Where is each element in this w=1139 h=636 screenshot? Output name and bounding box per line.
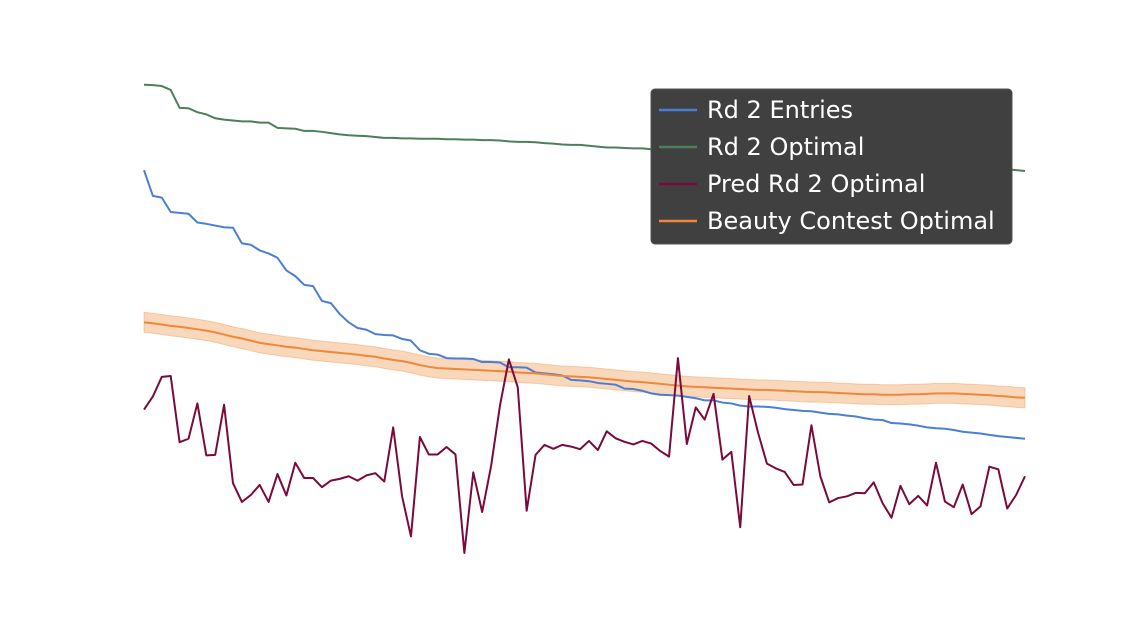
- legend-box: [650, 88, 1013, 245]
- series-line-pred-rd-2-optimal: [143, 357, 1026, 554]
- series-line-rd-2-entries: [143, 169, 1026, 440]
- series-line-beauty-contest-optimal: [143, 321, 1026, 399]
- band-beauty-contest-optimal: [143, 311, 1026, 409]
- legend-label-rd-2-entries: Rd 2 Entries: [707, 96, 853, 124]
- legend-label-rd-2-optimal: Rd 2 Optimal: [707, 133, 864, 161]
- legend-label-beauty-contest-optimal: Beauty Contest Optimal: [707, 207, 995, 235]
- legend: Rd 2 Entries Rd 2 Optimal Pred Rd 2 Optima…: [650, 88, 1013, 245]
- confidence-bands: [143, 311, 1026, 409]
- legend-label-pred-rd-2-optimal: Pred Rd 2 Optimal: [707, 170, 925, 198]
